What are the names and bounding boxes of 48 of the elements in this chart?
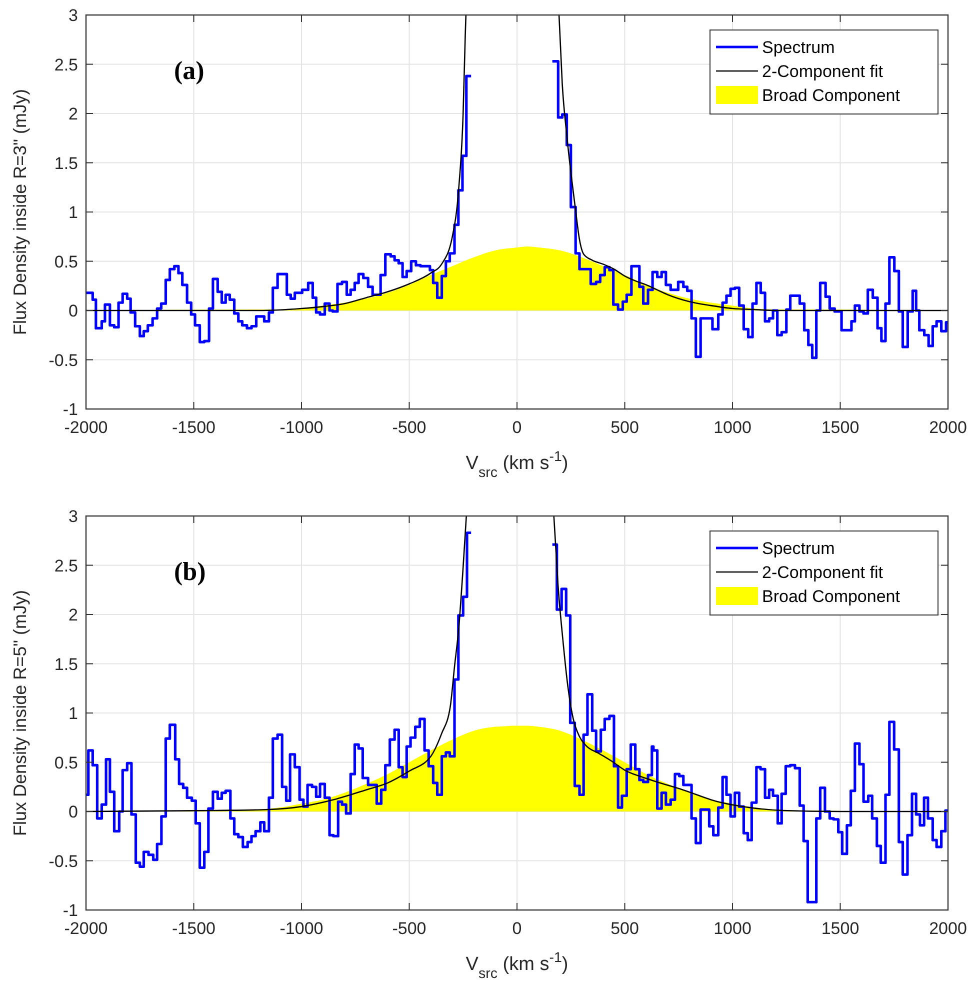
y-tick-label: -1	[62, 400, 78, 419]
y-tick-label: 3	[68, 6, 78, 25]
x-axis-title: V$_{src}$ (km s$^{-1}$)	[466, 950, 568, 982]
x-tick-label: 1000	[714, 418, 752, 437]
annotation: (b)	[174, 557, 206, 586]
x-tick-label: 500	[610, 919, 639, 938]
x-tick-label: 500	[610, 418, 639, 437]
legend-label: Broad Component	[762, 86, 900, 105]
x-tick-label: 1500	[821, 919, 860, 938]
y-axis-title: Flux Density inside R=5" (mJy)	[10, 590, 30, 836]
x-axis-title: V$_{src}$ (km s$^{-1}$)	[466, 449, 568, 481]
annotation: (a)	[174, 56, 204, 85]
y-tick-label: 1.5	[54, 154, 78, 173]
y-tick-label: 1.5	[54, 654, 78, 674]
x-tick-label: 2000	[929, 919, 967, 938]
x-tick-label: -1500	[172, 919, 216, 938]
y-tick-label: -0.5	[48, 852, 78, 871]
x-tick-label: -500	[392, 919, 426, 938]
x-tick-label: -500	[392, 418, 426, 437]
y-tick-label: 2.5	[54, 556, 78, 576]
legend-label: Spectrum	[762, 38, 835, 57]
y-tick-label: 1	[68, 704, 78, 723]
y-tick-label: 3	[68, 507, 78, 526]
x-tick-label: -2000	[64, 418, 108, 437]
legend-label: 2-Component fit	[762, 62, 884, 81]
y-tick-label: 2	[68, 104, 78, 124]
y-tick-label: 0.5	[54, 252, 78, 272]
x-tick-label: 0	[512, 418, 522, 437]
x-tick-label: 0	[512, 919, 522, 938]
x-tick-label: 1000	[714, 919, 752, 938]
y-tick-label: 0	[68, 302, 78, 320]
x-tick-label: 1500	[821, 418, 860, 437]
y-tick-label: 2.5	[54, 55, 78, 74]
x-tick-label: -1000	[280, 418, 324, 437]
legend-label: Spectrum	[762, 539, 835, 558]
legend-label: Broad Component	[762, 587, 900, 606]
y-tick-label: -0.5	[48, 350, 78, 370]
y-axis-title: Flux Density inside R=3" (mJy)	[10, 89, 30, 335]
y-tick-label: -1	[62, 901, 78, 920]
x-tick-label: -1000	[280, 919, 324, 938]
y-tick-label: 2	[68, 606, 78, 624]
x-tick-label: -2000	[64, 919, 108, 938]
x-tick-label: -1500	[172, 418, 216, 437]
x-tick-label: 2000	[929, 418, 967, 437]
y-tick-label: 0	[68, 802, 78, 822]
legend-label: 2-Component fit	[762, 563, 884, 582]
y-tick-label: 1	[68, 203, 78, 222]
y-tick-label: 0.5	[54, 753, 78, 772]
